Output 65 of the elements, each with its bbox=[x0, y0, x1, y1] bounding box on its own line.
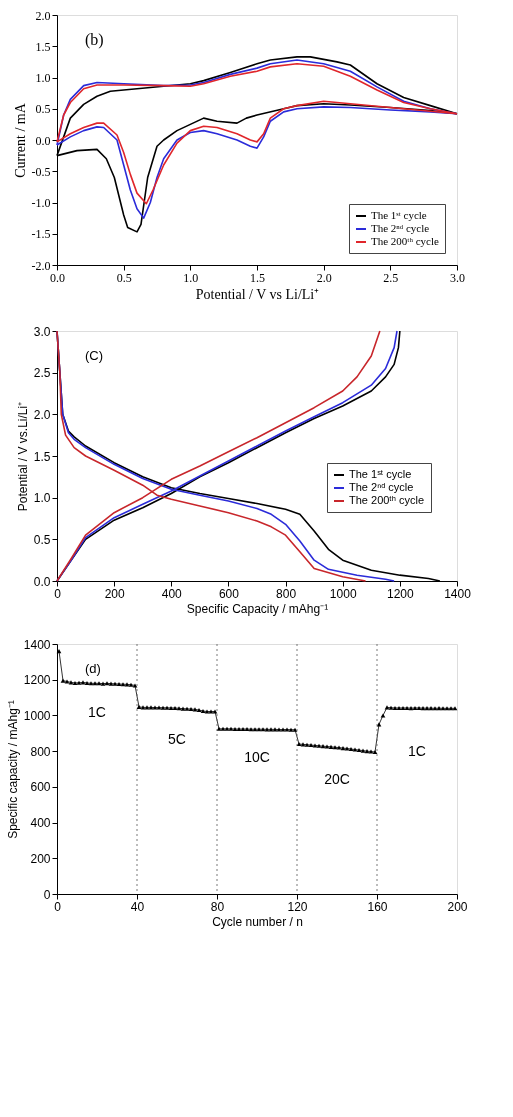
x-axis-title: Potential / V vs Li/Li⁺ bbox=[195, 286, 320, 302]
annotation: 1C bbox=[88, 704, 106, 721]
x-tick-label: 1200 bbox=[387, 586, 415, 601]
y-tick-label: 1000 bbox=[23, 708, 51, 723]
y-tick-label: 2.0 bbox=[33, 407, 51, 422]
y-tick-label: 1200 bbox=[23, 673, 51, 688]
y-tick-label: 0 bbox=[43, 887, 51, 902]
x-tick-label: 0.5 bbox=[116, 270, 132, 285]
y-tick-label: -0.5 bbox=[31, 164, 51, 179]
x-tick-label: 80 bbox=[210, 899, 225, 914]
annotation: (b) bbox=[85, 31, 104, 49]
x-tick-label: 3.0 bbox=[450, 270, 465, 285]
y-tick-label: 1.5 bbox=[33, 449, 51, 464]
y-tick-label: 600 bbox=[30, 780, 51, 795]
x-tick-label: 1.0 bbox=[183, 270, 199, 285]
y-tick-label: 1.0 bbox=[33, 491, 51, 506]
annotation: (d) bbox=[85, 661, 101, 676]
x-tick-label: 200 bbox=[447, 899, 468, 914]
y-tick-label: -1.0 bbox=[31, 196, 51, 210]
y-tick-label: 2.5 bbox=[33, 366, 51, 381]
y-tick-label: 0.0 bbox=[35, 133, 51, 148]
legend-label: The 1ˢᵗ cycle bbox=[349, 468, 412, 480]
legend-label: The 1ˢᵗ cycle bbox=[371, 209, 427, 221]
y-tick-label: 3.0 bbox=[33, 324, 51, 339]
x-tick-label: 0.0 bbox=[50, 270, 65, 285]
x-tick-label: 120 bbox=[287, 899, 308, 914]
x-tick-label: 200 bbox=[104, 586, 125, 601]
y-axis-title: Potential / V vs.Li/Li⁺ bbox=[15, 401, 30, 512]
y-tick-label: -1.5 bbox=[31, 227, 51, 242]
x-tick-label: 2.0 bbox=[316, 270, 332, 285]
y-tick-label: 0.5 bbox=[35, 102, 51, 117]
y-tick-label: 800 bbox=[30, 744, 51, 759]
x-tick-label: 800 bbox=[276, 586, 297, 601]
x-tick-label: 1000 bbox=[329, 586, 357, 601]
y-tick-label: -2.0 bbox=[31, 258, 51, 273]
x-tick-label: 0 bbox=[54, 586, 62, 601]
y-axis-title: Current / mA bbox=[12, 102, 28, 178]
x-tick-label: 400 bbox=[161, 586, 183, 601]
x-tick-label: 600 bbox=[218, 586, 240, 601]
legend-label: The 200ᵗʰ cycle bbox=[371, 235, 440, 247]
legend-label: The 2ⁿᵈ cycle bbox=[349, 481, 414, 493]
legend-label: The 200ᵗʰ cycle bbox=[349, 494, 425, 506]
y-axis-title: Specific capacity / mAhg⁻¹ bbox=[5, 700, 20, 839]
annotation: 1C bbox=[408, 743, 426, 760]
y-tick-label: 400 bbox=[30, 816, 51, 831]
x-tick-label: 0 bbox=[54, 899, 62, 914]
y-tick-label: 1400 bbox=[23, 637, 51, 652]
annotation: 5C bbox=[168, 730, 186, 747]
annotation: 20C bbox=[324, 771, 350, 788]
x-tick-label: 160 bbox=[367, 899, 388, 914]
x-axis-title: Specific Capacity / mAhg⁻¹ bbox=[186, 601, 329, 616]
y-tick-label: 0.5 bbox=[33, 532, 51, 547]
x-tick-label: 40 bbox=[130, 899, 145, 914]
y-tick-label: 2.0 bbox=[35, 8, 51, 23]
y-tick-label: 200 bbox=[30, 851, 51, 866]
y-tick-label: 0.0 bbox=[33, 574, 51, 589]
annotation: (C) bbox=[85, 348, 104, 363]
x-tick-label: 1.5 bbox=[250, 270, 265, 285]
x-tick-label: 2.5 bbox=[383, 270, 399, 285]
annotation: 10C bbox=[244, 748, 270, 765]
x-axis-title: Cycle number / n bbox=[212, 914, 303, 929]
legend-label: The 2ⁿᵈ cycle bbox=[371, 222, 430, 234]
y-tick-label: 1.0 bbox=[35, 71, 51, 85]
x-tick-label: 1400 bbox=[444, 586, 472, 601]
y-tick-label: 1.5 bbox=[35, 39, 51, 54]
